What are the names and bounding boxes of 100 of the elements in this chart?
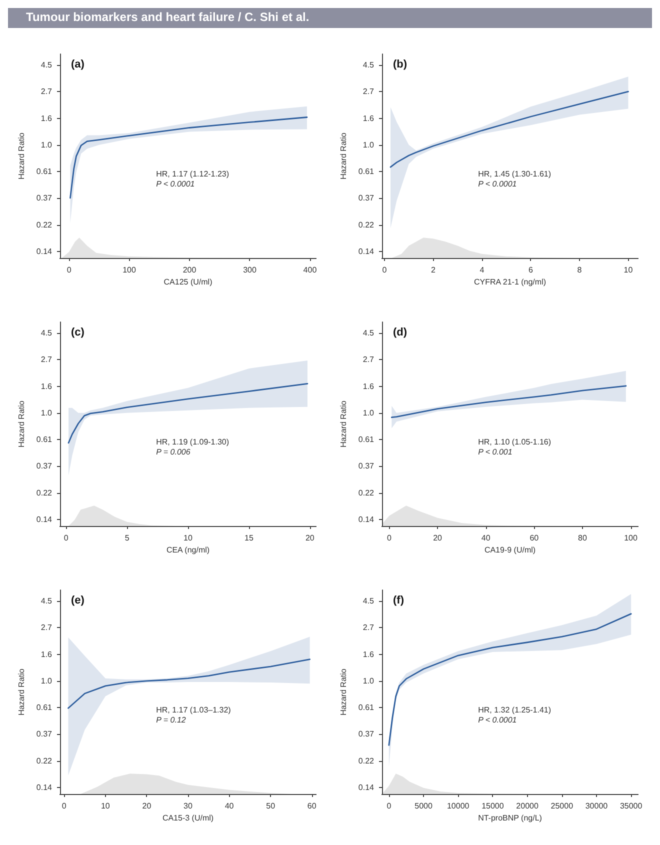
x-tick-label: 40	[224, 802, 234, 810]
annotation: HR, 1.17 (1.03–1.32)	[156, 706, 232, 714]
y-axis-title: Hazard Ratio	[17, 132, 26, 180]
y-tick-label: 0.37	[36, 462, 53, 471]
y-tick-label: 0.22	[358, 488, 375, 498]
chart-title: (b)	[393, 58, 408, 70]
y-tick-label: 1.0	[40, 408, 53, 418]
annotation: HR, 1.10 (1.05-1.16)	[478, 438, 552, 446]
y-tick-label: 0.61	[36, 167, 53, 176]
y-tick-label: 0.37	[358, 730, 375, 739]
y-tick-label: 0.14	[36, 247, 53, 256]
x-tick-label: 20	[433, 534, 443, 542]
text: Tumour biomarkers and heart failure / C. Shi et al.	[8, 8, 652, 28]
y-tick-label: 4.5	[362, 328, 375, 338]
chart-title: (f)	[393, 594, 404, 606]
x-tick-label: 0	[386, 802, 392, 810]
x-tick-label: 0	[64, 534, 69, 542]
x-tick-label: 20000	[516, 802, 539, 810]
y-tick-label: 0.14	[36, 515, 53, 524]
x-axis-title: CA19-9 (U/ml)	[484, 546, 536, 554]
y-tick-label: 1.6	[40, 650, 53, 659]
annotation: P < 0.0001	[156, 180, 195, 188]
x-tick-label: 10	[184, 534, 193, 542]
x-tick-label: 2	[430, 266, 436, 274]
x-tick-label: 30	[184, 802, 193, 810]
annotation: HR, 1.17 (1.12-1.23)	[156, 170, 230, 178]
y-tick-label: 1.6	[362, 382, 375, 391]
y-tick-label: 1.0	[362, 676, 375, 686]
x-tick-label: 6	[528, 266, 534, 274]
y-axis-title: Hazard Ratio	[339, 400, 348, 448]
y-axis-title: Hazard Ratio	[339, 668, 348, 716]
y-tick-label: 1.0	[40, 140, 53, 150]
x-tick-label: 20	[142, 802, 152, 810]
x-tick-label: 50	[266, 802, 276, 810]
y-axis-title: Hazard Ratio	[17, 400, 26, 448]
y-tick-label: 1.0	[40, 676, 53, 686]
annotation: HR, 1.32 (1.25-1.41)	[478, 706, 552, 714]
x-tick-label: 100	[122, 266, 136, 274]
x-tick-label: 5000	[414, 802, 433, 810]
y-tick-label: 0.22	[358, 756, 375, 766]
y-tick-label: 1.6	[362, 650, 375, 659]
y-tick-label: 0.61	[36, 435, 53, 444]
x-tick-label: 15	[244, 534, 254, 542]
x-tick-label: 30000	[585, 802, 608, 810]
y-tick-label: 1.6	[40, 382, 53, 391]
y-tick-label: 0.61	[358, 703, 375, 712]
y-tick-label: 0.37	[36, 730, 53, 739]
line-series	[388, 613, 632, 746]
x-tick-label: 40	[481, 534, 491, 542]
annotation: P < 0.0001	[478, 180, 517, 188]
line-series	[70, 116, 308, 199]
y-tick-label: 2.7	[362, 87, 375, 96]
annotation: HR, 1.45 (1.30-1.61)	[478, 170, 552, 178]
y-tick-label: 0.37	[36, 194, 53, 203]
annotation: P = 0.12	[156, 716, 186, 724]
x-tick-label: 200	[182, 266, 197, 274]
y-tick-label: 0.37	[358, 194, 375, 203]
y-tick-label: 0.61	[358, 435, 375, 444]
y-tick-label: 2.7	[40, 87, 53, 96]
x-tick-label: 8	[577, 266, 582, 274]
y-tick-label: 0.14	[358, 783, 375, 792]
y-tick-label: 0.61	[358, 167, 375, 176]
x-tick-label: 4	[480, 266, 485, 274]
line-series	[390, 385, 627, 418]
y-tick-label: 0.14	[358, 247, 375, 256]
x-tick-label: 15000	[482, 802, 504, 810]
chart-title: (e)	[71, 594, 85, 606]
y-tick-label: 0.37	[358, 462, 375, 471]
x-tick-label: 10000	[446, 802, 470, 810]
annotation: P < 0.001	[478, 448, 512, 456]
x-tick-label: 0	[382, 266, 388, 274]
y-tick-label: 0.22	[36, 220, 53, 230]
y-tick-label: 0.14	[358, 515, 375, 524]
y-tick-label: 2.7	[40, 623, 53, 632]
x-tick-label: 0	[66, 266, 72, 274]
y-tick-label: 0.61	[36, 703, 53, 712]
y-axis-title: Hazard Ratio	[17, 668, 26, 716]
y-tick-label: 4.5	[362, 60, 375, 70]
y-tick-label: 1.6	[40, 114, 53, 123]
annotation: P = 0.006	[156, 448, 191, 456]
x-tick-label: 35000	[620, 802, 643, 810]
x-axis-title: CEA (ng/ml)	[166, 546, 210, 554]
x-axis-title: NT-proBNP (ng/L)	[478, 814, 542, 822]
x-tick-label: 100	[624, 534, 638, 542]
y-tick-label: 0.22	[358, 220, 375, 230]
x-tick-label: 60	[307, 802, 317, 810]
x-tick-label: 10	[100, 802, 110, 810]
x-tick-label: 400	[303, 266, 318, 274]
x-axis-title: CYFRA 21-1 (ng/ml)	[474, 278, 546, 286]
y-tick-label: 0.22	[36, 488, 53, 498]
y-tick-label: 4.5	[40, 60, 53, 70]
x-tick-label: 5	[124, 534, 130, 542]
x-tick-label: 60	[530, 534, 540, 542]
x-tick-label: 80	[578, 534, 588, 542]
x-tick-label: 0	[62, 802, 67, 810]
annotation: HR, 1.19 (1.09-1.30)	[156, 438, 230, 446]
y-axis-title: Hazard Ratio	[339, 132, 348, 180]
x-tick-label: 20	[305, 534, 315, 542]
x-tick-label: 10	[624, 266, 634, 274]
chart-title: (c)	[71, 326, 85, 338]
